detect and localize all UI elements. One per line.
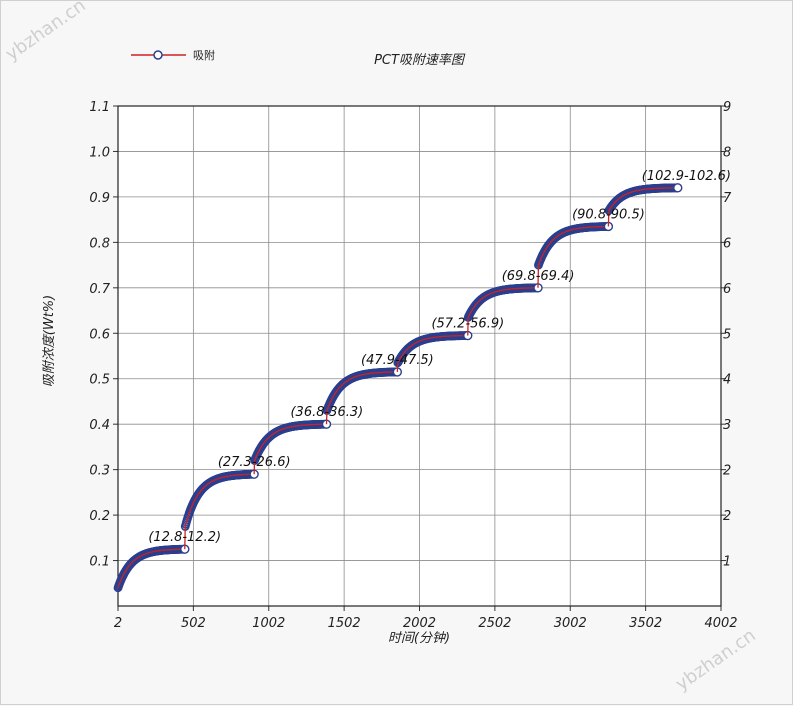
y-axis-label: 吸附浓度(Wt%) (42, 295, 57, 387)
legend-marker (154, 51, 162, 59)
pressure-annotation: (47.9-47.5) (361, 353, 434, 368)
y-tick-label: 1.1 (89, 100, 110, 115)
pressure-annotation: (90.8-90.5) (572, 207, 645, 222)
y2-tick-label: 7 (723, 191, 732, 206)
pressure-annotation: (36.8-36.3) (290, 405, 363, 420)
watermark-text: ybzhan.cn (2, 1, 90, 65)
y-tick-label: 0.3 (89, 464, 110, 479)
y2-tick-label: 3 (723, 418, 731, 433)
y-tick-labels: 0.1 0.2 0.3 0.4 0.5 0.6 0.7 0.8 0.9 1.0 1.1 (89, 100, 110, 570)
chart-title: PCT吸附速率图 (374, 52, 466, 68)
y-tick-label: 0.9 (89, 191, 110, 206)
x-tick-label: 3002 (554, 616, 587, 631)
y-tick-label: 0.6 (89, 327, 110, 342)
y2-tick-label: 2 (723, 509, 731, 524)
x-tick-label: 502 (181, 616, 206, 631)
x-tick-label: 1502 (328, 616, 361, 631)
x-tick-label: 2 (114, 616, 122, 631)
y-tick-label: 0.7 (89, 282, 110, 297)
pressure-annotation: (69.8-69.4) (502, 269, 575, 284)
y-tick-label: 0.4 (89, 418, 110, 433)
y-tick-label: 1.0 (89, 145, 110, 160)
y2-tick-label: 2 (723, 464, 731, 479)
x-tick-label: 2502 (478, 616, 511, 631)
watermark-text: ybzhan.cn (672, 625, 760, 695)
y2-tick-label: 5 (723, 327, 731, 342)
y2-tick-label: 6 (723, 236, 731, 251)
y2-tick-label: 6 (723, 282, 731, 297)
y-tick-label: 0.2 (89, 509, 110, 524)
y-tick-label: 0.5 (89, 373, 110, 388)
pressure-annotation: (102.9-102.6) (642, 169, 731, 184)
pressure-annotation: (57.2-56.9) (431, 317, 504, 332)
x-tick-label: 1002 (252, 616, 285, 631)
x-axis-label: 时间(分钟) (388, 631, 450, 646)
x-tick-label: 3502 (629, 616, 662, 631)
watermark-bottom-right: ybzhan.cn (672, 625, 760, 695)
segment-end-marker (674, 184, 682, 192)
pressure-annotation: (12.8-12.2) (148, 530, 221, 545)
y-tick-label: 0.8 (89, 236, 110, 251)
x-tick-label: 2002 (403, 616, 436, 631)
watermark-top-left: ybzhan.cn (2, 1, 90, 65)
x-tick-label: 4002 (704, 616, 737, 631)
y2-tick-label: 9 (723, 100, 731, 115)
y2-tick-label: 8 (723, 145, 731, 160)
y-tick-label: 0.1 (89, 555, 110, 570)
legend: 吸附 (131, 48, 215, 62)
y2-tick-label: 4 (723, 373, 731, 388)
y2-tick-label: 1 (723, 555, 731, 570)
pressure-annotation: (27.3-26.6) (218, 455, 291, 470)
legend-label: 吸附 (193, 48, 215, 62)
